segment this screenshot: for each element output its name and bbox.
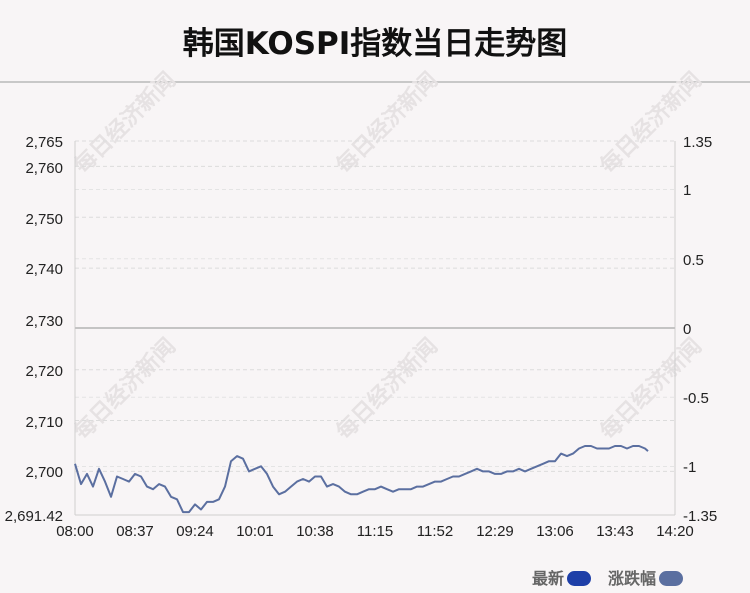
watermark-1: 每日经济新闻	[331, 67, 443, 179]
legend-swatch-latest	[567, 571, 592, 586]
legend-label-latest: 最新	[532, 569, 565, 588]
chart-title: 韩国KOSPI指数当日走势图	[182, 26, 568, 62]
y-left-tick-label: 2,740	[25, 261, 63, 278]
chart-grid	[75, 140, 675, 472]
y-left-tick-label: 2,691.42	[5, 508, 63, 525]
y-left-tick-label: 2,700	[25, 464, 63, 481]
watermark-4: 每日经济新闻	[331, 333, 443, 445]
x-tick-label: 10:01	[236, 523, 274, 540]
chart-tick-labels: 08:00 08:37 09:24 10:01 10:38 11:15 11:52 12:29…	[5, 134, 718, 540]
chart-series	[74, 445, 649, 514]
series-line-change	[74, 445, 649, 514]
x-tick-label: 10:38	[296, 523, 334, 540]
y-left-tick-label: 2,710	[25, 414, 63, 431]
x-tick-label: 08:00	[56, 523, 94, 540]
x-tick-label: 08:37	[116, 523, 154, 540]
y-left-tick-label: 2,765	[25, 134, 63, 151]
x-tick-label: 13:43	[596, 523, 634, 540]
y-left-tick-label: 2,730	[25, 313, 63, 330]
y-right-tick-label: 1	[683, 182, 691, 199]
y-right-tick-label: 1.35	[683, 134, 712, 151]
y-right-tick-label: -1	[683, 459, 696, 476]
x-tick-label: 13:06	[536, 523, 574, 540]
title-divider	[0, 81, 750, 83]
y-right-tick-label: 0	[683, 321, 691, 338]
legend-item-change[interactable]: 涨跌幅	[608, 565, 684, 589]
x-tick-label: 14:20	[656, 523, 694, 540]
watermark-2: 每日经济新闻	[595, 67, 707, 179]
y-left-tick-label: 2,720	[25, 363, 63, 380]
legend-label-change: 涨跌幅	[608, 569, 657, 588]
x-tick-label: 09:24	[176, 523, 214, 540]
y-right-tick-label: -0.5	[683, 390, 709, 407]
y-left-tick-label: 2,750	[25, 211, 63, 228]
chart-axes	[74, 141, 676, 516]
watermark-0: 每日经济新闻	[69, 67, 181, 179]
y-right-tick-label: -1.35	[683, 508, 717, 525]
y-right-tick-label: 0.5	[683, 252, 704, 269]
x-tick-label: 11:52	[417, 523, 453, 540]
legend-swatch-change	[659, 571, 684, 586]
watermark-3: 每日经济新闻	[69, 333, 181, 445]
y-left-tick-label: 2,760	[25, 160, 63, 177]
x-tick-label: 12:29	[476, 523, 514, 540]
x-tick-label: 11:15	[357, 523, 393, 540]
legend-item-latest[interactable]: 最新	[532, 565, 592, 589]
